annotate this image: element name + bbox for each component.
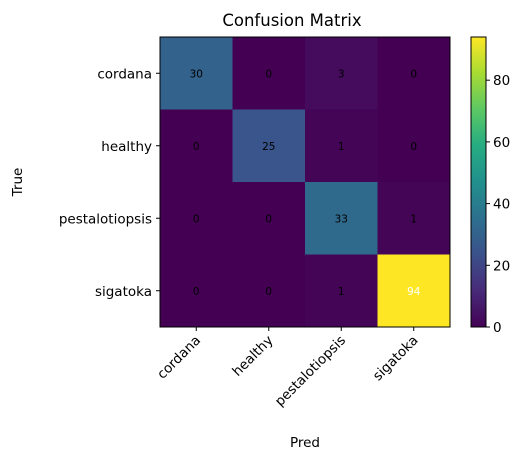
y-tick-label: sigatoka [95, 284, 152, 300]
cell-value-label: 0 [410, 141, 417, 153]
heatmap-cell [305, 182, 378, 255]
y-axis-ticks: cordana healthy pestalotiopsis sigatoka [59, 66, 160, 300]
heatmap-cell [160, 109, 233, 183]
cell-value-label: 0 [193, 213, 200, 225]
cell-value-label: 1 [410, 213, 417, 225]
heatmap-cell [160, 37, 233, 110]
cell-value-label: 0 [193, 141, 200, 153]
cell-value-label: 3 [338, 68, 345, 80]
heatmap-cell [305, 254, 378, 328]
heatmap-cell [232, 109, 306, 183]
x-tick-label: sigatoka [370, 333, 422, 385]
cell-value-label: 0 [265, 68, 272, 80]
heatmap-cell [377, 182, 451, 255]
colorbar-tick-label: 60 [493, 135, 510, 151]
cell-value-label: 1 [338, 286, 345, 298]
colorbar: 0 20 40 60 80 [470, 36, 510, 336]
heatmap-cell [160, 254, 233, 328]
chart-title: Confusion Matrix [222, 11, 362, 30]
cell-value-label: 30 [190, 68, 203, 80]
colorbar-tick-label: 40 [493, 197, 510, 213]
heatmap-cell [232, 182, 306, 255]
colorbar-tick-label: 80 [493, 73, 510, 89]
heatmap-cell [377, 254, 451, 328]
cell-value-label: 0 [410, 68, 417, 80]
x-tick-label: healthy [229, 333, 276, 380]
cell-value-label: 0 [265, 213, 272, 225]
heatmap-cell [232, 254, 306, 328]
cell-value-label: 25 [262, 141, 275, 153]
y-tick-label: pestalotiopsis [59, 211, 152, 227]
heatmap-cell [377, 37, 451, 110]
cell-value-label: 94 [407, 286, 421, 298]
y-axis-label: True [10, 168, 26, 198]
heatmap-cell [377, 109, 451, 183]
cell-value-label: 0 [193, 286, 200, 298]
colorbar-tick-label: 20 [493, 258, 510, 274]
heatmap-cell [305, 37, 378, 110]
y-tick-label: cordana [97, 66, 152, 82]
heatmap-cell [305, 109, 378, 183]
y-tick-label: healthy [101, 139, 152, 155]
heatmap-cells [160, 37, 451, 328]
cell-value-label: 0 [265, 286, 272, 298]
x-tick-label: pestalotiopsis [272, 333, 349, 410]
x-axis-label: Pred [290, 435, 320, 451]
colorbar-tick-label: 0 [493, 320, 502, 336]
heatmap-cell [160, 182, 233, 255]
cell-value-labels: 30 0 3 00 25 1 00 0 33 10 0 1 94 [190, 68, 421, 298]
colorbar-gradient [470, 36, 487, 328]
cell-value-label: 1 [338, 141, 345, 153]
x-tick-label: cordana [154, 333, 204, 383]
heatmap-cell [232, 37, 306, 110]
cell-value-label: 33 [335, 213, 348, 225]
plot-frame [159, 36, 451, 328]
